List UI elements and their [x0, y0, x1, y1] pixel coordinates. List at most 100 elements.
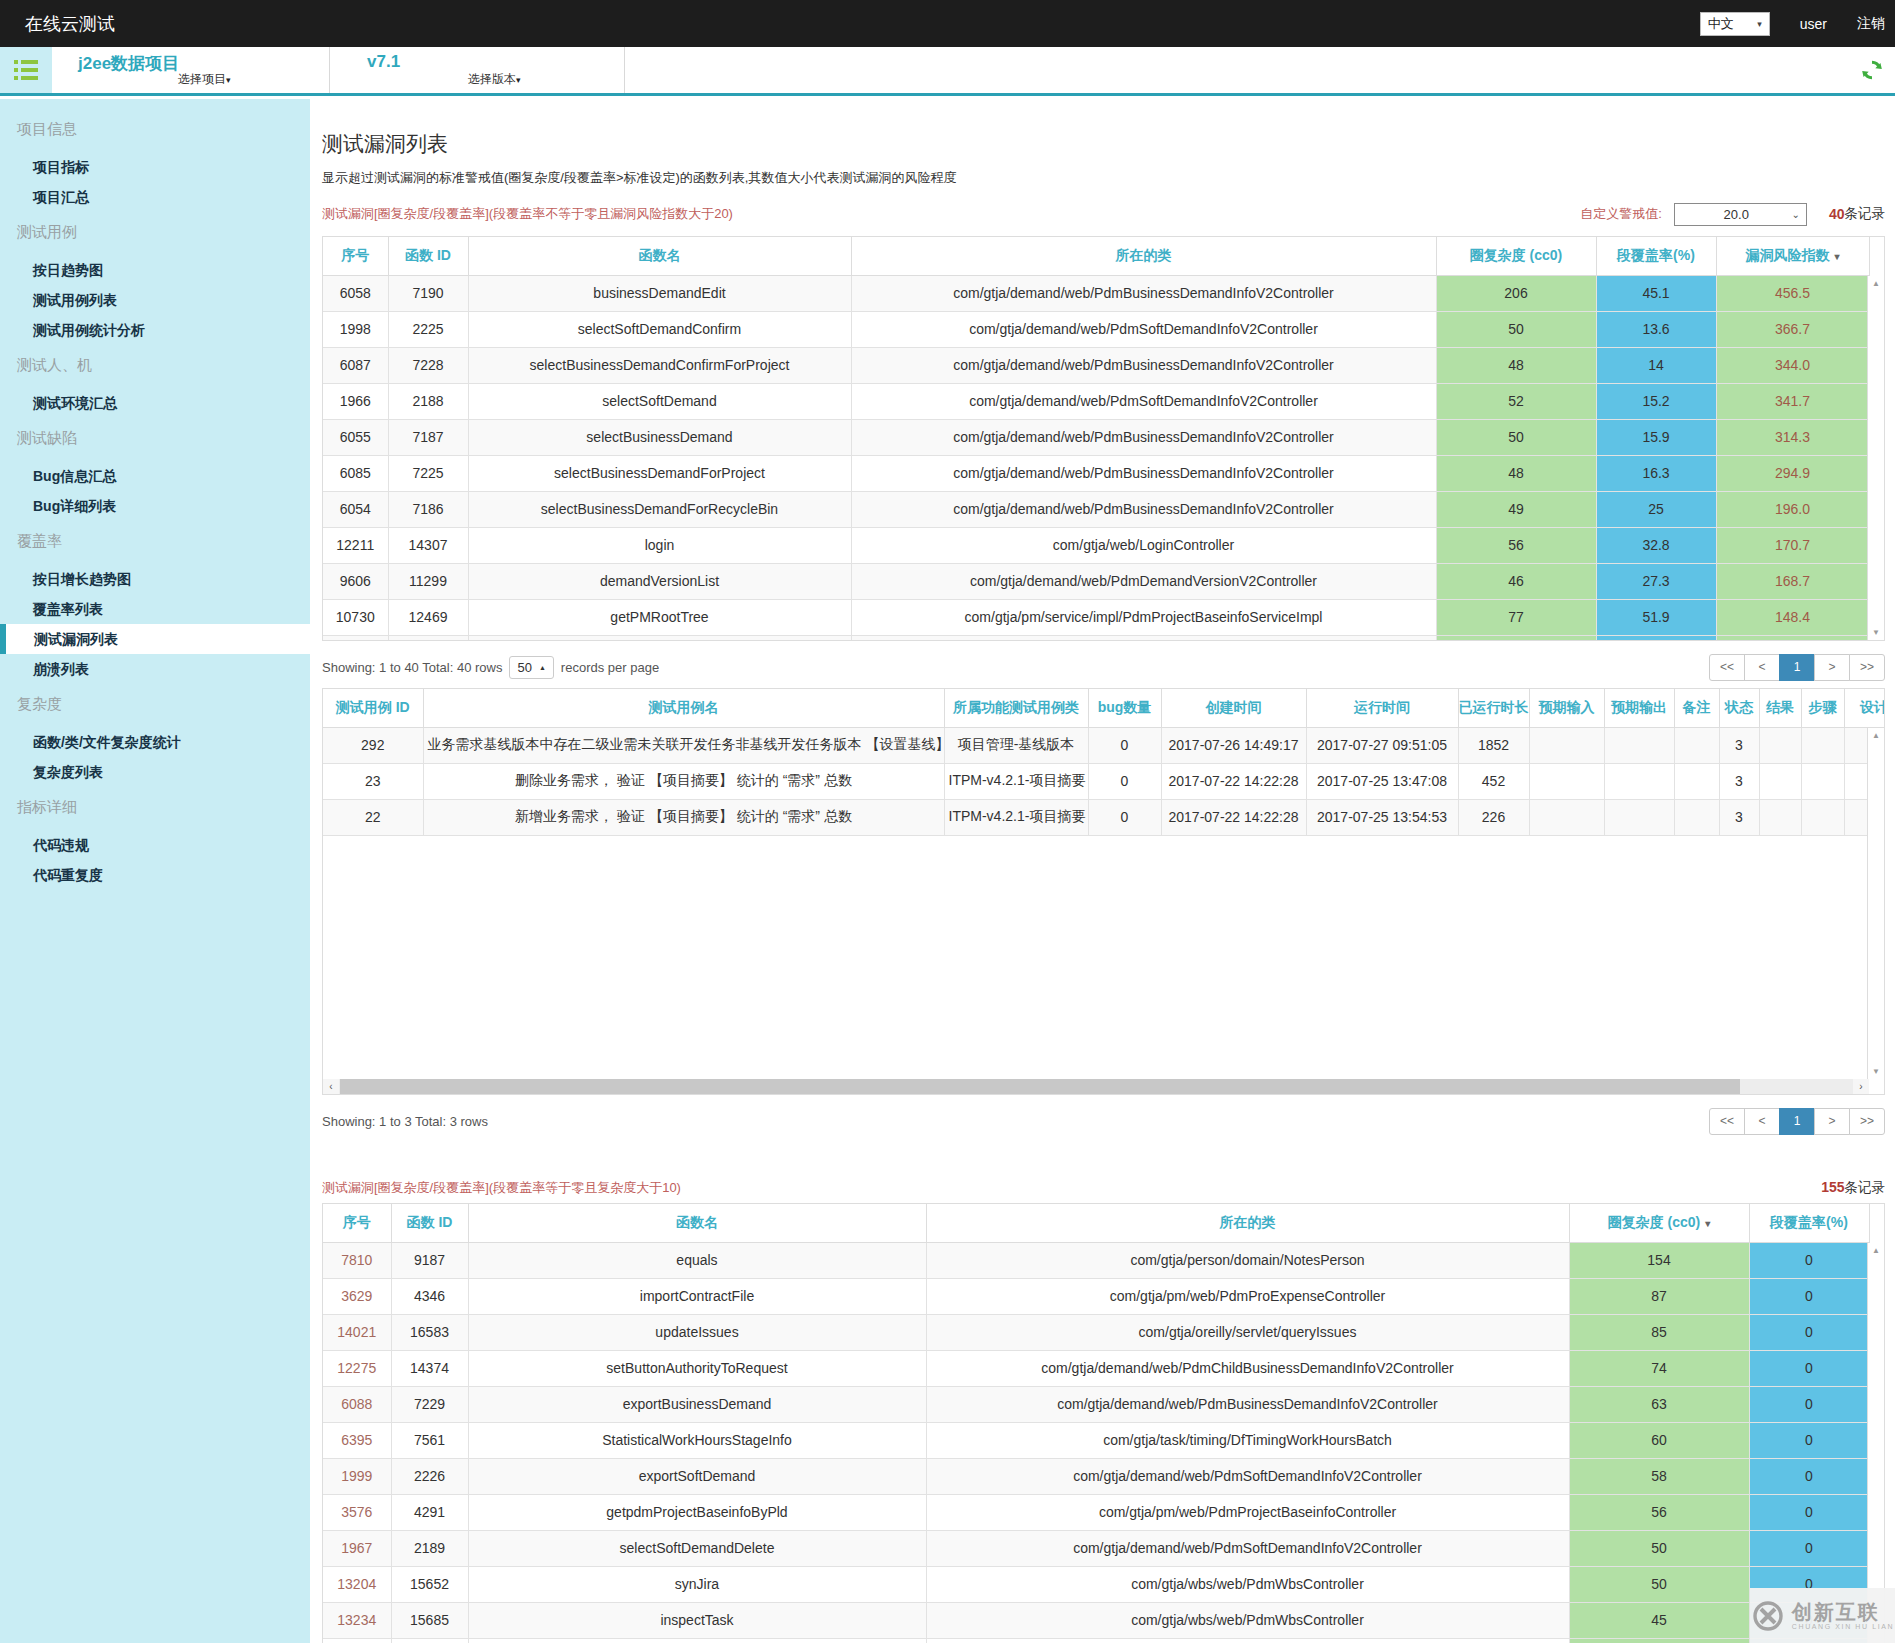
row-link-cell[interactable]: 12161 [323, 1638, 391, 1643]
table-cell: businessDemandEdit [468, 275, 851, 311]
row-link-cell[interactable]: 7810 [323, 1242, 391, 1278]
scroll-left-icon[interactable]: ‹ [323, 1079, 339, 1094]
column-header[interactable]: 测试用例名 [423, 689, 944, 727]
column-header[interactable]: 段覆盖率(%) [1749, 1204, 1869, 1242]
sidebar-item[interactable]: Bug信息汇总 [0, 461, 310, 491]
pager-button[interactable]: << [1709, 654, 1745, 681]
sidebar-item[interactable]: 代码重复度 [0, 860, 310, 890]
column-header[interactable]: 所在的类 [926, 1204, 1569, 1242]
table-cell: com/gtja/demand/web/PdmBusinessDemandInf… [851, 275, 1436, 311]
column-header[interactable]: 函数 ID [388, 237, 468, 275]
column-header[interactable]: 所属功能测试用例类 [944, 689, 1088, 727]
column-header[interactable]: 预期输入 [1529, 689, 1604, 727]
table-cell: 148.4 [1716, 599, 1869, 635]
table-row: 63957561StatisticalWorkHoursStageInfocom… [323, 1422, 1869, 1458]
pager-button[interactable]: << [1709, 1108, 1745, 1135]
column-header[interactable]: 状态 [1719, 689, 1759, 727]
refresh-icon[interactable] [1861, 59, 1883, 81]
table-cell: com/gtja/oreilly/servlet/queryIssues [926, 1314, 1569, 1350]
select-project-button[interactable]: 选择项目▾ [178, 71, 231, 88]
sidebar-item[interactable]: 测试用例统计分析 [0, 315, 310, 345]
sidebar-item[interactable]: 按日趋势图 [0, 255, 310, 285]
row-link-cell[interactable]: 12275 [323, 1350, 391, 1386]
column-header[interactable]: 序号 [323, 237, 388, 275]
scroll-right-icon[interactable]: › [1853, 1079, 1869, 1094]
sidebar-item[interactable]: 崩溃列表 [0, 654, 310, 684]
column-header[interactable]: 序号 [323, 1204, 391, 1242]
sidebar-item[interactable]: 项目汇总 [0, 182, 310, 212]
sidebar-item[interactable]: 测试环境汇总 [0, 388, 310, 418]
column-header[interactable]: 函数 ID [391, 1204, 468, 1242]
row-link-cell[interactable]: 3576 [323, 1494, 391, 1530]
table-row: 60877228selectBusinessDemandConfirmForPr… [323, 347, 1869, 383]
pager-button[interactable]: >> [1849, 1108, 1885, 1135]
menu-toggle[interactable] [0, 47, 52, 93]
sidebar-item[interactable]: 项目指标 [0, 152, 310, 182]
column-header[interactable]: 创建时间 [1161, 689, 1306, 727]
sidebar-item[interactable]: 代码违规 [0, 830, 310, 860]
table-cell: selectBusinessDemand [468, 419, 851, 455]
column-header[interactable]: 漏洞风险指数▾ [1716, 237, 1869, 275]
pager-button[interactable]: > [1814, 654, 1850, 681]
alert-threshold-select[interactable]: 20.0 ⌄ [1674, 203, 1807, 226]
pager-button[interactable]: 1 [1779, 654, 1815, 681]
column-header[interactable]: 圈复杂度 (cc0) [1436, 237, 1596, 275]
record-count-3: 155 [1821, 1179, 1844, 1195]
column-header[interactable]: 函数名 [468, 237, 851, 275]
pager-button[interactable]: >> [1849, 654, 1885, 681]
sidebar-item[interactable]: 复杂度列表 [0, 757, 310, 787]
scrollbar-thumb[interactable] [340, 1079, 1740, 1094]
table-cell: 48 [1436, 347, 1596, 383]
column-header[interactable]: 备注 [1674, 689, 1719, 727]
column-header[interactable]: 步骤 [1801, 689, 1844, 727]
horizontal-scrollbar[interactable]: ‹ › [323, 1079, 1869, 1094]
row-link-cell[interactable]: 3629 [323, 1278, 391, 1314]
table-cell: 0 [1749, 1458, 1869, 1494]
row-link-cell[interactable]: 13204 [323, 1566, 391, 1602]
column-header[interactable]: 段覆盖率(%) [1596, 237, 1716, 275]
column-header[interactable]: 测试用例 ID [323, 689, 423, 727]
row-link-cell[interactable]: 14021 [323, 1314, 391, 1350]
sidebar-item[interactable]: 覆盖率列表 [0, 594, 310, 624]
logout-link[interactable]: 注销 [1857, 15, 1885, 33]
column-header[interactable]: bug数量 [1088, 689, 1161, 727]
row-link-cell[interactable]: 6088 [323, 1386, 391, 1422]
column-header[interactable]: 函数名 [468, 1204, 926, 1242]
vertical-scrollbar[interactable]: ▲▼ [1867, 728, 1884, 1079]
table-cell [1674, 763, 1719, 799]
chevron-down-icon: ▾ [516, 75, 521, 85]
pager-button[interactable]: 1 [1779, 1108, 1815, 1135]
column-header[interactable]: 设计 [1844, 689, 1885, 727]
column-header[interactable]: 结果 [1759, 689, 1801, 727]
vertical-scrollbar[interactable]: ▲ [1867, 1243, 1884, 1643]
row-link-cell[interactable]: 13234 [323, 1602, 391, 1638]
table-cell: 2225 [388, 311, 468, 347]
column-header[interactable]: 预期输出 [1604, 689, 1674, 727]
sidebar-item[interactable]: 测试用例列表 [0, 285, 310, 315]
row-link-cell[interactable]: 6395 [323, 1422, 391, 1458]
row-link-cell[interactable]: 1999 [323, 1458, 391, 1494]
vertical-scrollbar[interactable]: ▲▼ [1867, 276, 1884, 640]
pager-button[interactable]: > [1814, 1108, 1850, 1135]
row-link-cell[interactable]: 1967 [323, 1530, 391, 1566]
table-cell: 0 [1749, 1386, 1869, 1422]
sidebar-item[interactable]: 函数/类/文件复杂度统计 [0, 727, 310, 757]
column-header[interactable]: 运行时间 [1306, 689, 1458, 727]
sidebar-item[interactable]: Bug详细列表 [0, 491, 310, 521]
table-cell: 456.5 [1716, 275, 1869, 311]
column-header[interactable]: 已运行时长 [1458, 689, 1529, 727]
record-count: 40 [1829, 206, 1845, 222]
select-version-button[interactable]: 选择版本▾ [468, 71, 521, 88]
page-size-select[interactable]: 50▲ [509, 656, 553, 679]
version-selector[interactable]: v7.1 选择版本▾ [330, 47, 625, 93]
column-header[interactable]: 圈复杂度 (cc0)▾ [1569, 1204, 1749, 1242]
sidebar-item[interactable]: 测试漏洞列表 [0, 624, 310, 654]
version-name: v7.1 [367, 52, 400, 72]
sidebar-item[interactable]: 按日增长趋势图 [0, 564, 310, 594]
column-header[interactable]: 所在的类 [851, 237, 1436, 275]
project-selector[interactable]: j2ee数据项目 选择项目▾ [52, 47, 330, 93]
pager-button[interactable]: < [1744, 654, 1780, 681]
user-link[interactable]: user [1800, 16, 1827, 32]
language-select[interactable]: 中文 ▾ [1700, 12, 1770, 36]
pager-button[interactable]: < [1744, 1108, 1780, 1135]
